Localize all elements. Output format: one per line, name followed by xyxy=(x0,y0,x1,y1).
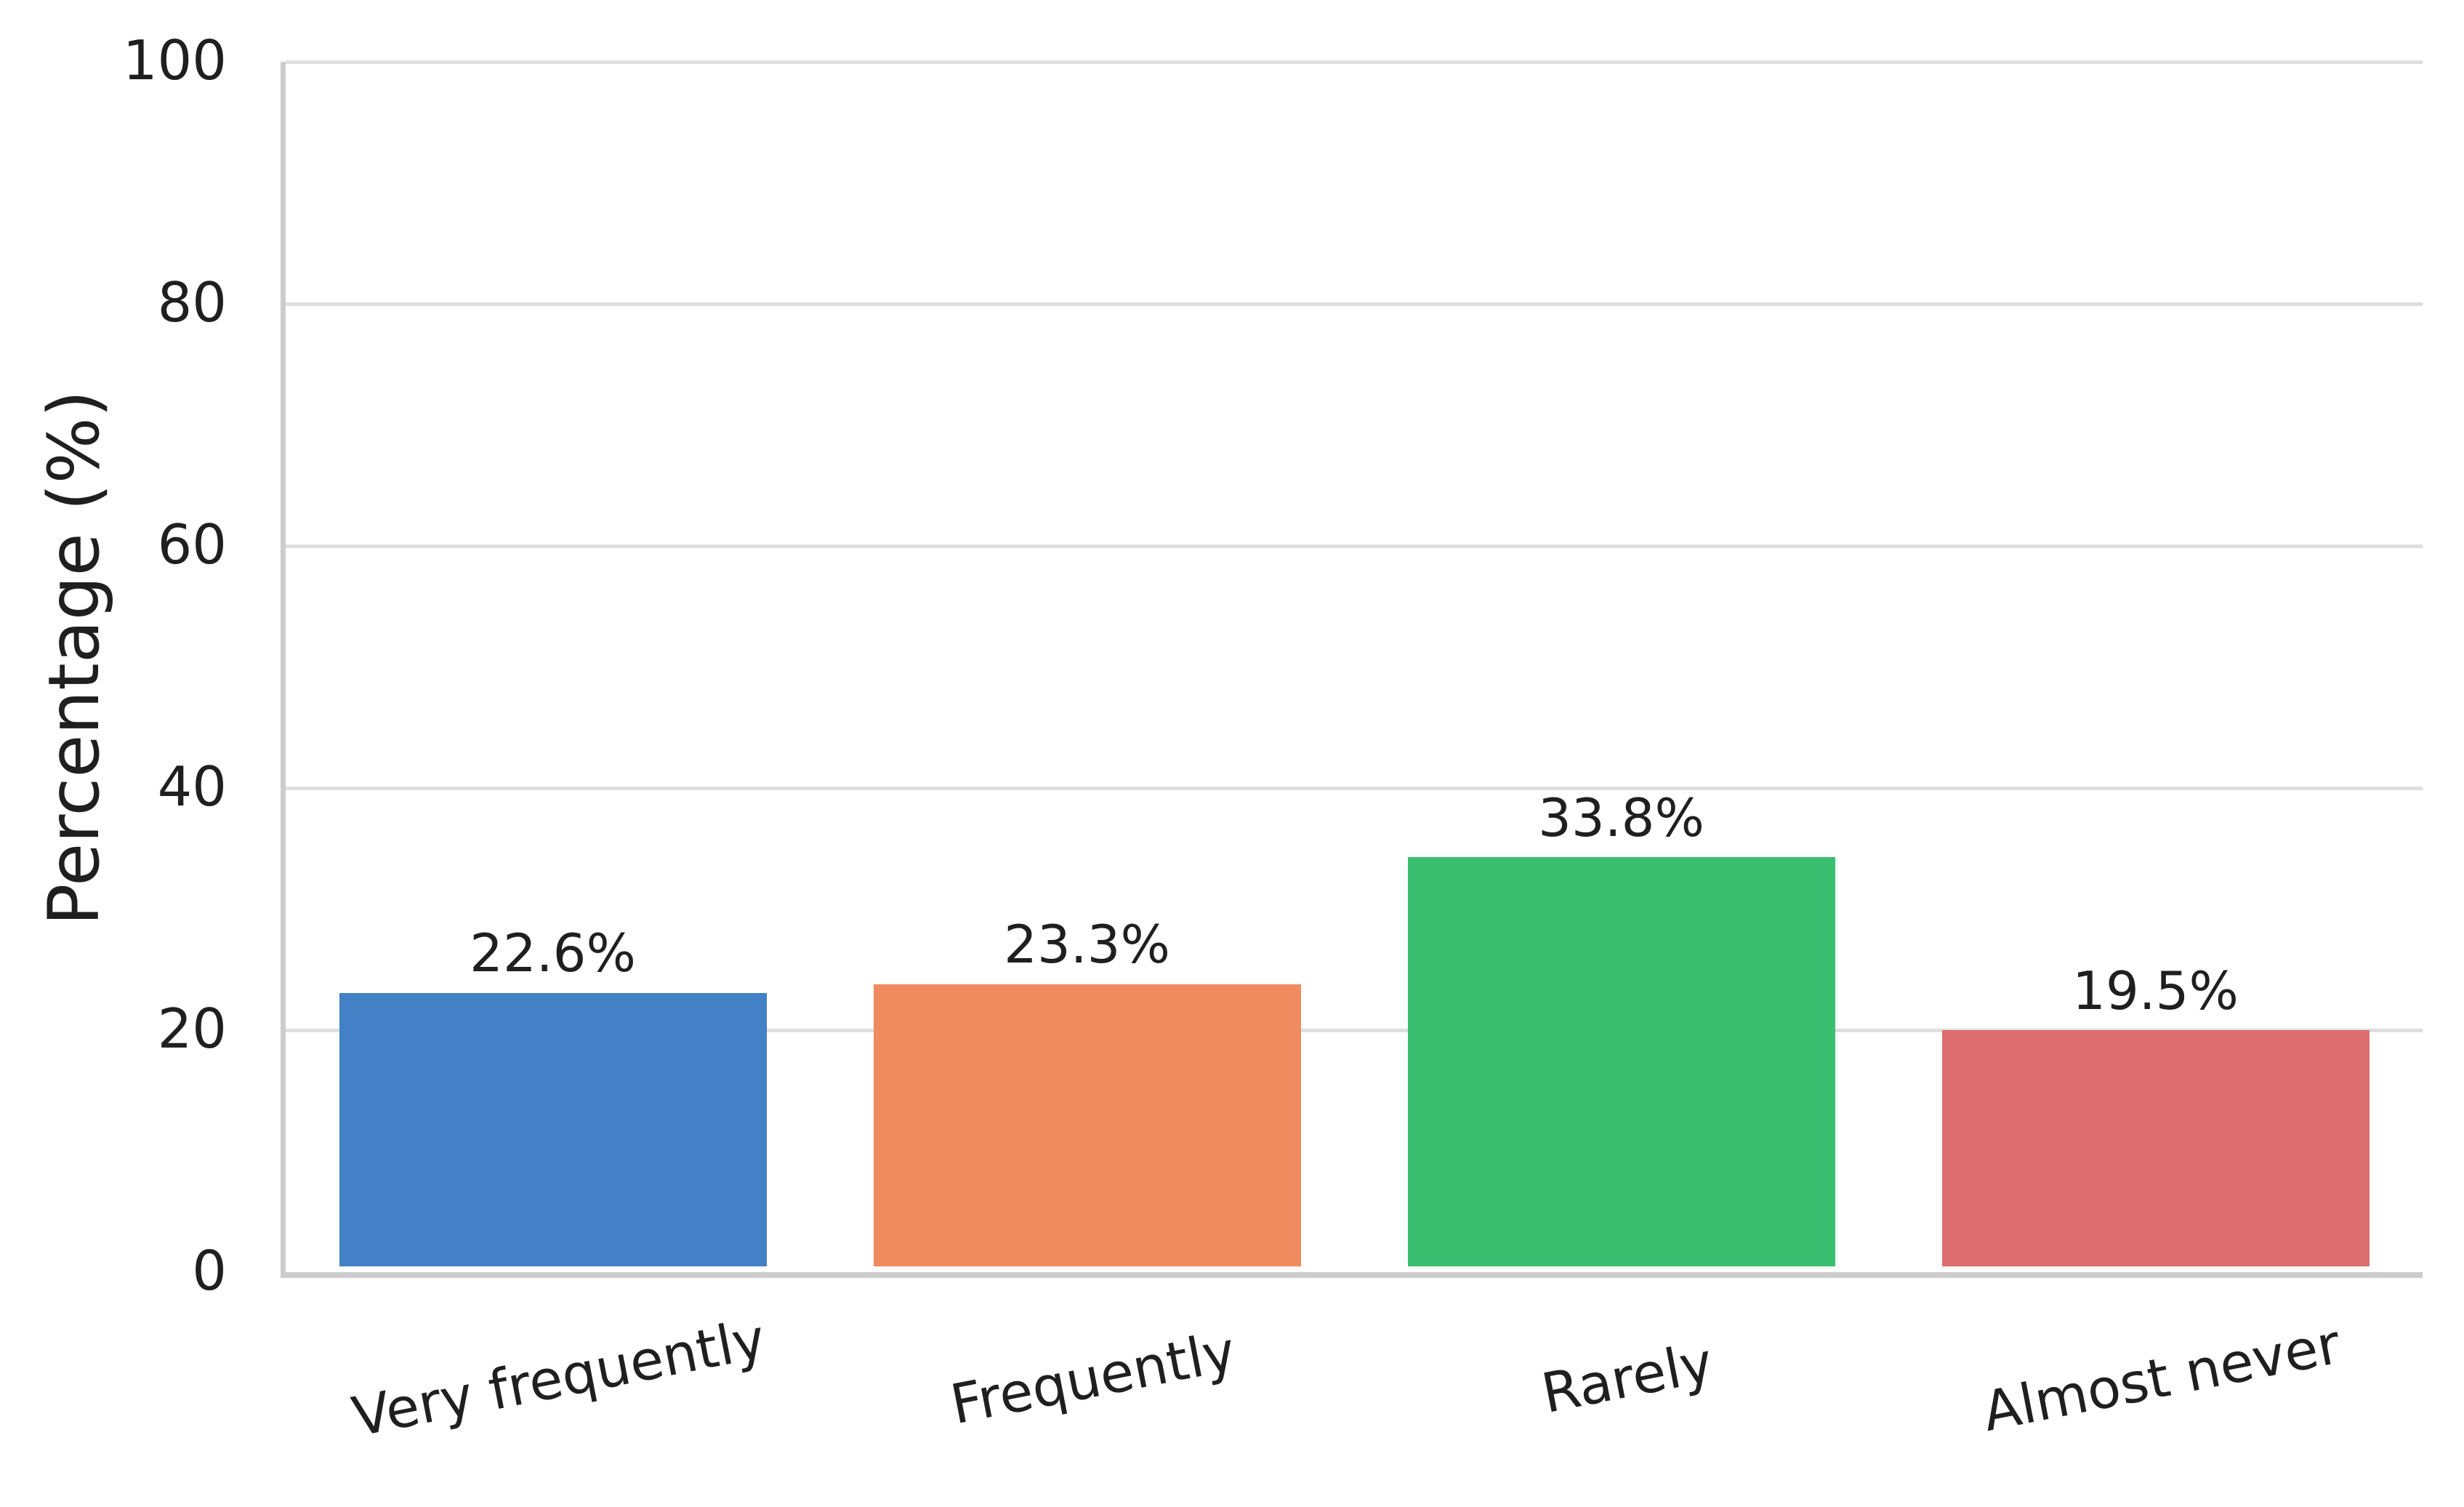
x-tick-label: Very frequently xyxy=(347,1306,770,1450)
x-tick-label: Almost never xyxy=(1977,1311,2346,1444)
y-axis-spine xyxy=(281,62,286,1278)
y-gridline xyxy=(286,544,2423,548)
y-axis-title: Percentage (%) xyxy=(33,390,115,926)
bar-frequently xyxy=(873,984,1301,1266)
y-gridline xyxy=(286,302,2423,306)
y-tick-label: 100 xyxy=(122,28,227,92)
bar-value-label: 19.5% xyxy=(2072,960,2239,1021)
bar-value-label: 23.3% xyxy=(1004,914,1170,976)
y-tick-label: 0 xyxy=(192,1239,227,1303)
x-tick-label: Rarely xyxy=(1536,1330,1718,1426)
x-tick-label: Frequently xyxy=(945,1319,1241,1437)
plot-area: 22.6% 23.3% 33.8% 19.5% xyxy=(281,60,2423,1278)
y-gridline xyxy=(286,1028,2423,1032)
bar-almost-never xyxy=(1941,1030,2370,1266)
bar-value-label: 22.6% xyxy=(470,923,636,984)
y-tick-label: 20 xyxy=(157,997,227,1061)
bar-very-frequently xyxy=(339,992,767,1266)
y-tick-label: 40 xyxy=(157,755,227,819)
y-tick-label: 60 xyxy=(157,513,227,576)
y-tick-label: 80 xyxy=(157,270,227,334)
x-axis-line xyxy=(281,1272,2423,1278)
y-gridline xyxy=(286,786,2423,790)
bar-rarely xyxy=(1407,857,1835,1266)
y-gridline xyxy=(286,60,2423,64)
bar-value-label: 33.8% xyxy=(1538,787,1704,848)
